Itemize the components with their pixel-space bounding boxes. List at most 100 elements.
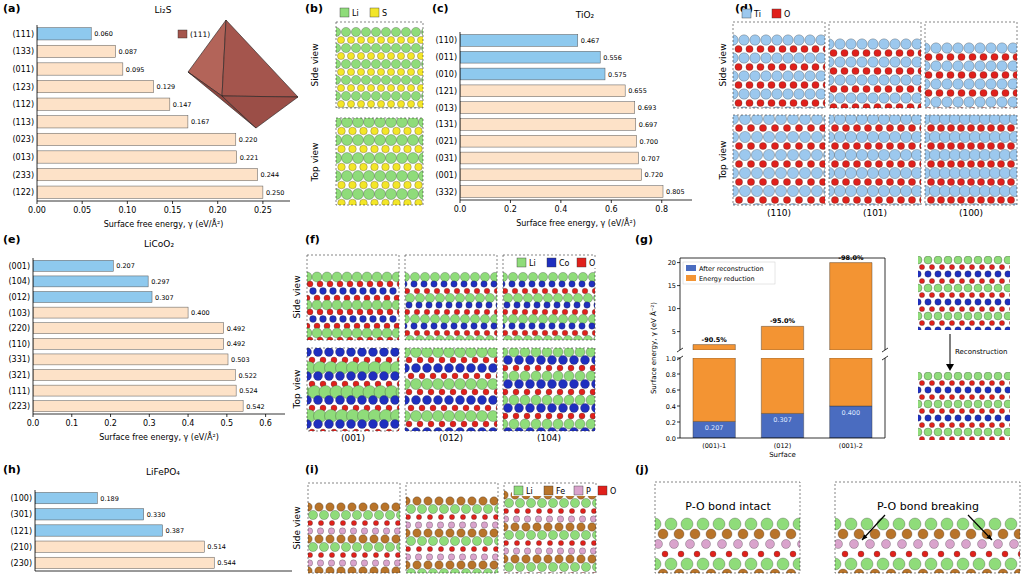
atom (939, 131, 950, 142)
atom (886, 160, 893, 167)
atom (342, 300, 352, 310)
atom (985, 387, 991, 393)
value-label: 0.220 (239, 136, 258, 144)
atom (790, 81, 797, 88)
atom (957, 160, 964, 167)
atom (967, 124, 974, 131)
atom (483, 357, 489, 363)
atom (483, 421, 489, 427)
atom (959, 167, 970, 178)
atom (341, 43, 350, 52)
atom (484, 309, 490, 315)
structure-view (487, 347, 607, 443)
atom (439, 389, 445, 395)
atom (994, 256, 1002, 264)
atom (308, 510, 317, 519)
atom (509, 419, 519, 429)
atom (414, 330, 420, 336)
atom (337, 68, 344, 75)
atom (878, 149, 889, 160)
structure-view (390, 255, 514, 350)
atom (908, 142, 915, 149)
atom (967, 178, 974, 185)
atom (953, 61, 963, 71)
atom (413, 561, 421, 569)
atom (494, 389, 497, 395)
atom (874, 85, 881, 92)
atom (320, 288, 327, 295)
atom (964, 43, 974, 53)
atom (526, 380, 535, 389)
atom (979, 264, 984, 269)
atom (929, 167, 940, 178)
atom (357, 100, 364, 107)
atom (362, 520, 367, 525)
atom (739, 185, 750, 196)
atom (339, 560, 345, 566)
atom (307, 281, 313, 287)
atom (385, 510, 394, 519)
atom (406, 357, 412, 363)
value-label: 0.575 (608, 71, 627, 79)
atom (945, 387, 951, 393)
bar (460, 68, 605, 80)
atom (372, 560, 378, 566)
atom (994, 312, 1002, 320)
value-label: 0.492 (227, 340, 246, 348)
atom (834, 149, 845, 160)
atom (474, 330, 480, 336)
value-label: 0.492 (227, 325, 246, 333)
atom (392, 272, 399, 282)
atom (349, 199, 357, 205)
atom (945, 415, 951, 421)
atom (735, 45, 742, 52)
atom (460, 272, 469, 281)
atom (997, 196, 1004, 203)
atom (586, 419, 595, 429)
atom (503, 335, 512, 340)
value-label: 0.522 (238, 372, 257, 380)
category-label: (122) (12, 188, 34, 197)
atom (911, 167, 921, 178)
atom (372, 300, 382, 310)
atom (1009, 380, 1010, 385)
atom (1008, 61, 1017, 71)
atom (842, 142, 849, 149)
atom (503, 413, 508, 419)
atom (934, 284, 942, 292)
atom (879, 39, 889, 49)
atom (438, 514, 443, 519)
atom (485, 335, 494, 340)
atom (572, 330, 578, 336)
atom (523, 293, 532, 302)
category-label: (001)-2 (839, 442, 863, 450)
atom (369, 420, 378, 429)
atom (901, 57, 911, 67)
atom (937, 160, 944, 167)
atom (342, 135, 353, 146)
atom (374, 542, 383, 551)
atom (425, 335, 434, 340)
legend-label: Co (559, 259, 570, 268)
atom (494, 504, 498, 513)
atom (575, 371, 585, 381)
atom (460, 514, 465, 519)
atom (375, 153, 386, 164)
bar (460, 35, 578, 47)
atom (483, 504, 492, 513)
atom (949, 167, 960, 178)
atom (1007, 142, 1014, 149)
atom (386, 153, 397, 164)
atom (845, 115, 856, 125)
atom (377, 309, 383, 315)
atom (949, 131, 960, 142)
atom (1009, 422, 1010, 427)
atom (426, 302, 432, 308)
atom (965, 387, 971, 393)
atom (357, 337, 363, 340)
atom (977, 178, 984, 185)
atom (931, 61, 941, 71)
atom (816, 53, 825, 63)
tick-label: 0.4 (666, 403, 676, 411)
atom (387, 84, 394, 91)
